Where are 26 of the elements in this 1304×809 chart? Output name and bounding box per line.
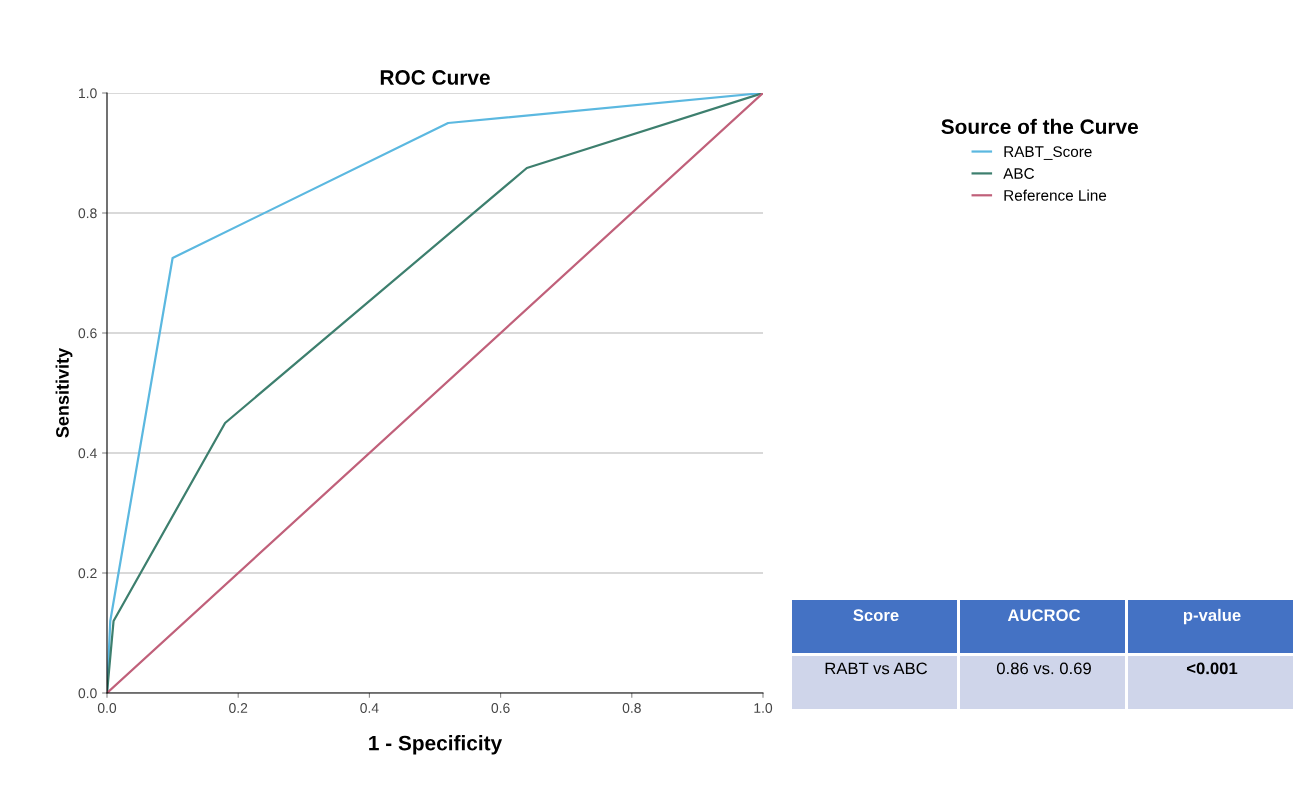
- text: AUCROC: [1007, 609, 1081, 622]
- text: Score: [853, 609, 899, 622]
- text: 0.86 vs. 0.69: [996, 662, 1091, 675]
- legend-label: Reference Line: [1004, 189, 1107, 201]
- text: p-value: [1183, 608, 1241, 625]
- y-tick-label: 0.6: [78, 328, 97, 339]
- legend-label: ABC: [1003, 168, 1035, 179]
- chart-title: ROC Curve: [380, 70, 490, 85]
- legend-title: Source of the Curve: [941, 118, 1138, 135]
- y-tick-label: 0.2: [78, 568, 97, 579]
- x-tick-label: 0.6: [491, 703, 510, 713]
- line-series: [107, 93, 763, 693]
- x-tick-label: 0.0: [97, 703, 117, 713]
- x-axis-title: 1 - Specificity: [369, 735, 503, 755]
- x-tick-label: 0.2: [229, 703, 248, 713]
- y-tick-label: 0.8: [78, 208, 97, 219]
- y-tick-label: 0.4: [78, 448, 97, 459]
- y-tick-label: 1.0: [79, 88, 97, 99]
- y-axis-title: Sensitivity: [55, 347, 73, 438]
- y-tick-label: 0.0: [78, 688, 97, 699]
- text: RABT vs ABC: [825, 662, 928, 675]
- x-tick-label: 0.4: [360, 703, 379, 713]
- x-tick-label: 1.0: [754, 703, 773, 713]
- text: <0.001: [1186, 662, 1238, 675]
- legend-label: RABT_Score: [1004, 146, 1092, 160]
- x-tick-label: 0.8: [622, 703, 641, 713]
